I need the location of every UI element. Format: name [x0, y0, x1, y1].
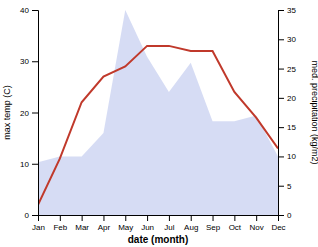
line — [38, 46, 278, 205]
tick-mark — [147, 215, 148, 221]
tick: Mar — [75, 215, 89, 232]
tick-label: 20 — [287, 94, 296, 103]
tick-label: Sep — [206, 223, 221, 232]
tick-label: 35 — [287, 6, 296, 15]
tick-label: 0 — [25, 211, 30, 220]
area — [38, 10, 278, 215]
tick: 0 — [278, 211, 292, 220]
axis-line — [32, 11, 39, 216]
tick-label: Dec — [271, 223, 285, 232]
tick-mark — [278, 186, 284, 187]
tick: 35 — [278, 6, 296, 15]
tick: Aug — [184, 215, 198, 232]
tick-mark — [60, 215, 61, 221]
tick: Sep — [206, 215, 221, 232]
tick-mark — [32, 61, 38, 62]
axis-line — [39, 216, 279, 222]
tick-label: Feb — [53, 223, 67, 232]
tick: 25 — [278, 65, 296, 74]
tick: May — [118, 215, 133, 232]
tick-label: Oct — [229, 223, 242, 232]
tick-label: Aug — [184, 223, 198, 232]
tick-label: 10 — [20, 160, 29, 169]
tick-mark — [278, 98, 284, 99]
tick: Feb — [53, 215, 67, 232]
tick: Nov — [250, 215, 264, 232]
tick-mark — [278, 156, 284, 157]
tick: 0 — [25, 211, 38, 220]
tick-mark — [32, 164, 38, 165]
tick-mark — [278, 39, 284, 40]
tick-label: Jul — [164, 223, 174, 232]
tick-label: Apr — [98, 223, 111, 232]
tick: 10 — [20, 160, 38, 169]
tick-mark — [234, 215, 235, 221]
tick: Apr — [98, 215, 111, 232]
tick-mark — [32, 215, 38, 216]
tick: 15 — [278, 123, 296, 132]
tick-label: 25 — [287, 65, 296, 74]
x-axis-title: date (month) — [128, 234, 189, 245]
tick-mark — [278, 127, 284, 128]
y2-axis: 0 5 10 15 20 25 30 35 — [278, 6, 296, 220]
tick-mark — [256, 215, 257, 221]
y-axis-title: max temp (C) — [2, 85, 12, 140]
tick: 5 — [278, 182, 292, 191]
tick-label: 15 — [287, 123, 296, 132]
tick-label: Mar — [75, 223, 89, 232]
tick-mark — [125, 215, 126, 221]
tick-mark — [103, 215, 104, 221]
tick-mark — [169, 215, 170, 221]
tick: 20 — [278, 94, 296, 103]
plot: JanFebMarAprMayJunJulAugSepOctNovDec0102… — [20, 6, 296, 232]
tick: Dec — [271, 215, 285, 232]
tick-mark — [82, 215, 83, 221]
y-axis: 0 10 20 30 40 — [20, 6, 38, 220]
tick-mark — [191, 215, 192, 221]
tick-label: 40 — [20, 6, 29, 15]
tick: 20 — [20, 109, 38, 118]
tick-mark — [32, 113, 38, 114]
tick-label: 20 — [20, 109, 29, 118]
tick: Jul — [164, 215, 174, 232]
tick-mark — [278, 69, 284, 70]
axis-line — [279, 11, 285, 216]
tick-label: 30 — [287, 35, 296, 44]
tick: Jan — [32, 215, 45, 232]
tick-mark — [278, 10, 284, 11]
tick: Oct — [229, 215, 242, 232]
tick: 10 — [278, 152, 296, 161]
tick-mark — [278, 215, 284, 216]
tick-mark — [213, 215, 214, 221]
marks — [38, 10, 278, 215]
tick-mark — [32, 10, 38, 11]
tick-label: 10 — [287, 152, 296, 161]
x-axis: Jan Feb Mar Apr May Jun Jul Aug Sep Oct Nov Dec — [32, 215, 286, 232]
tick: 40 — [20, 6, 38, 15]
tick-label: 30 — [20, 57, 29, 66]
tick: Jun — [141, 215, 154, 232]
tick-label: Jan — [32, 223, 45, 232]
y2-axis-title: med. precipitation (kg/m2) — [310, 60, 318, 164]
tick-label: 0 — [287, 211, 292, 220]
tick-label: Jun — [141, 223, 154, 232]
tick-label: May — [118, 223, 133, 232]
tick: 30 — [278, 35, 296, 44]
tick-label: 5 — [287, 182, 292, 191]
tick-label: Nov — [250, 223, 264, 232]
chart: JanFebMarAprMayJunJulAugSepOctNovDec0102… — [0, 0, 318, 247]
tick: 30 — [20, 57, 38, 66]
